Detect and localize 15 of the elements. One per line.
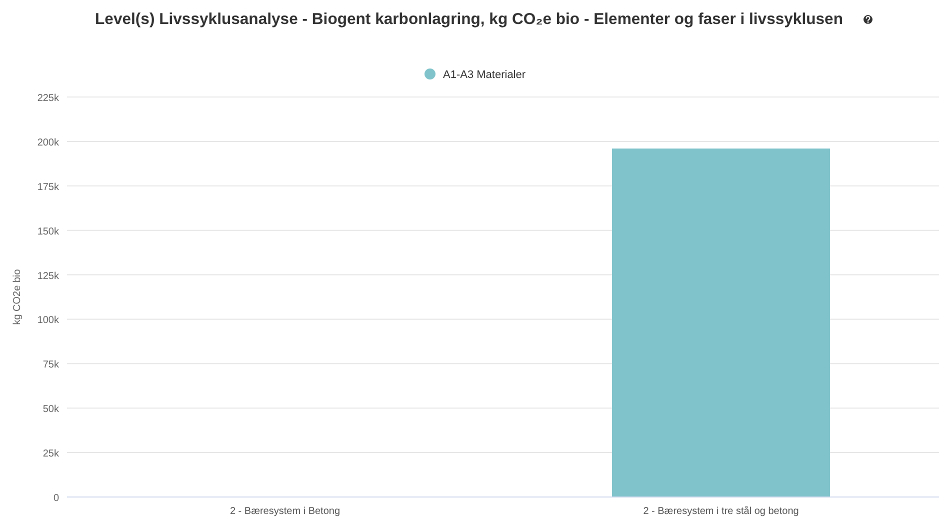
y-tick-label: 25k (42, 448, 60, 460)
x-tick-label: 2 - Bæresystem i tre stål og betong (643, 505, 799, 517)
y-tick-label: 50k (42, 404, 60, 416)
x-tick-label: 2 - Bæresystem i Betong (230, 506, 340, 517)
legend-label: A1-A3 Materialer (443, 69, 526, 81)
y-tick-label: 225k (37, 93, 60, 104)
chart-title: Level(s) Livssyklusanalyse - Biogent karbonlagring, kg CO₂e bio - Elementer og faser i livssyklusen (95, 11, 843, 28)
y-tick-label: 150k (37, 226, 60, 238)
y-tick-label: 125k (37, 270, 60, 282)
y-tick-label: 75k (42, 360, 60, 371)
y-axis-title: kg CO2e bio (12, 268, 23, 325)
y-tick-label: 200k (37, 137, 60, 148)
y-tick-label: 100k (37, 315, 60, 326)
y-tick-label: 175k (37, 182, 60, 193)
y-tick-label: 0 (53, 493, 60, 504)
